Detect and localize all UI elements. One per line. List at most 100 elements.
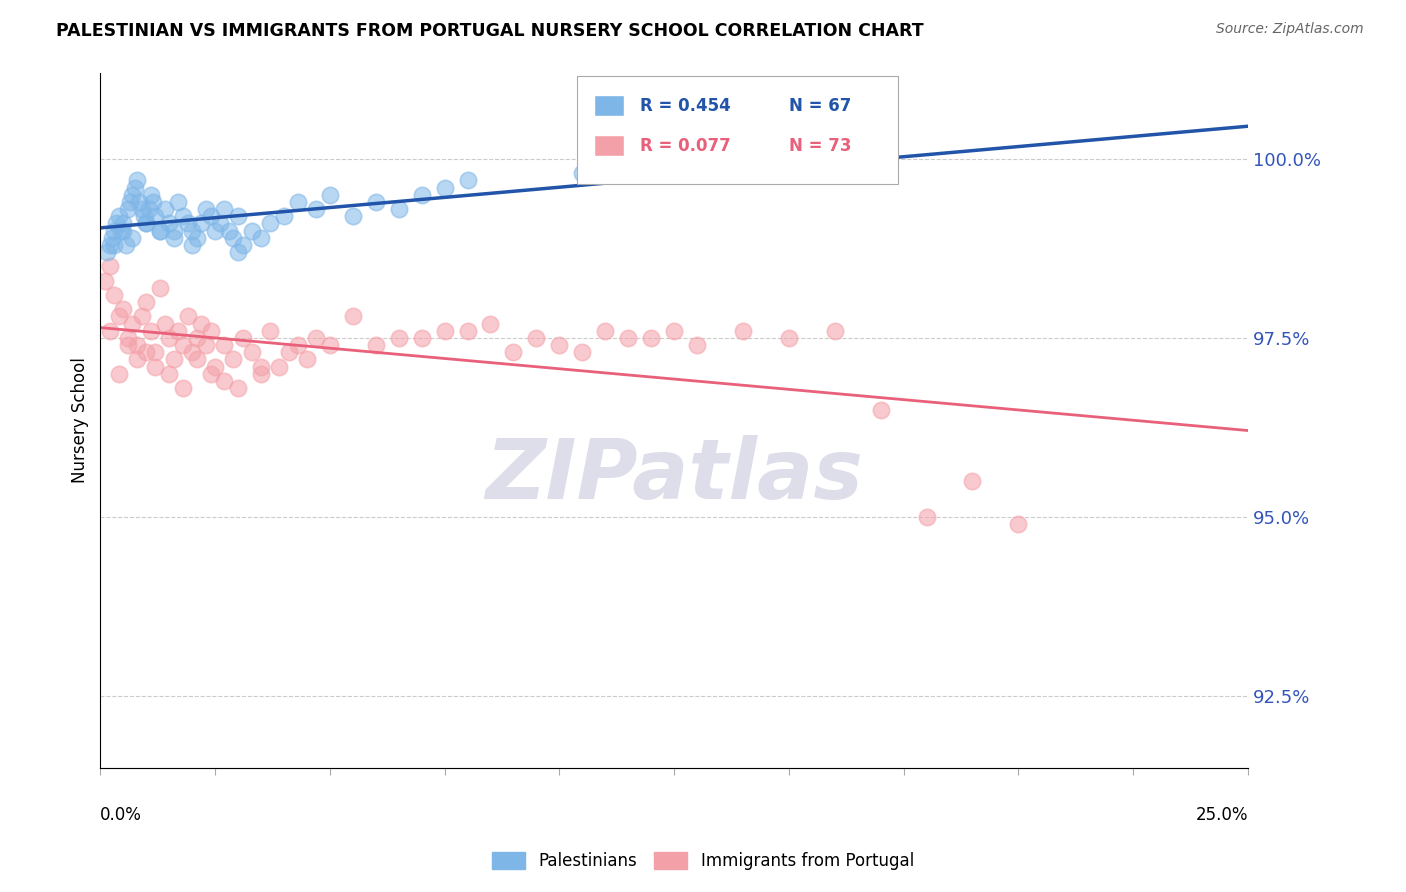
Point xyxy=(915,510,938,524)
Point xyxy=(457,173,479,187)
Point xyxy=(135,295,157,310)
Point xyxy=(107,209,129,223)
Point xyxy=(103,238,125,252)
Point xyxy=(167,324,190,338)
Point xyxy=(132,209,155,223)
Point xyxy=(149,223,172,237)
Point xyxy=(240,345,263,359)
Point xyxy=(98,324,121,338)
Point xyxy=(114,238,136,252)
Point xyxy=(112,216,135,230)
Point xyxy=(139,187,162,202)
Point xyxy=(149,223,172,237)
Point xyxy=(593,324,616,338)
Legend: Palestinians, Immigrants from Portugal: Palestinians, Immigrants from Portugal xyxy=(485,845,921,877)
Point xyxy=(1007,517,1029,532)
Point xyxy=(145,359,167,374)
Point xyxy=(153,202,176,216)
Point xyxy=(226,381,249,395)
Point xyxy=(208,216,231,230)
Point xyxy=(149,281,172,295)
Point xyxy=(295,352,318,367)
Point xyxy=(502,345,524,359)
Text: R = 0.077: R = 0.077 xyxy=(640,137,731,155)
Text: N = 73: N = 73 xyxy=(789,137,852,155)
Point xyxy=(125,173,148,187)
Point xyxy=(190,317,212,331)
Point xyxy=(686,338,709,352)
FancyBboxPatch shape xyxy=(593,135,624,155)
Point xyxy=(96,245,118,260)
Point xyxy=(163,223,186,237)
Point xyxy=(138,202,160,216)
Point xyxy=(98,260,121,274)
Point xyxy=(110,223,132,237)
Point xyxy=(342,209,364,223)
Point xyxy=(232,238,254,252)
Point xyxy=(98,238,121,252)
Point xyxy=(214,202,236,216)
Point xyxy=(319,187,342,202)
Point xyxy=(181,345,204,359)
Point xyxy=(204,223,226,237)
Point xyxy=(433,324,456,338)
Point xyxy=(94,274,117,288)
Point xyxy=(222,230,245,244)
Point xyxy=(103,223,125,237)
Point xyxy=(107,310,129,324)
Point xyxy=(226,245,249,260)
Point xyxy=(778,331,800,345)
Point xyxy=(135,216,157,230)
Point xyxy=(194,202,217,216)
Text: Source: ZipAtlas.com: Source: ZipAtlas.com xyxy=(1216,22,1364,37)
Point xyxy=(117,202,139,216)
Point xyxy=(222,352,245,367)
Text: R = 0.454: R = 0.454 xyxy=(640,97,731,115)
Point xyxy=(411,187,433,202)
Point xyxy=(190,216,212,230)
Point xyxy=(194,338,217,352)
Point xyxy=(319,338,342,352)
Point xyxy=(145,209,167,223)
Point xyxy=(128,194,150,209)
Point xyxy=(103,288,125,302)
Point xyxy=(259,324,281,338)
Point xyxy=(232,331,254,345)
Point xyxy=(433,180,456,194)
Point xyxy=(571,166,593,180)
Point xyxy=(186,230,208,244)
Point xyxy=(411,331,433,345)
Point xyxy=(200,324,222,338)
Point xyxy=(388,202,411,216)
Point xyxy=(131,202,153,216)
Point xyxy=(305,331,328,345)
Point xyxy=(869,166,891,180)
Point xyxy=(824,152,846,166)
Point xyxy=(571,345,593,359)
Point xyxy=(200,209,222,223)
Text: 0.0%: 0.0% xyxy=(100,805,142,824)
Point xyxy=(457,324,479,338)
Point xyxy=(617,159,640,173)
Point xyxy=(124,180,146,194)
Point xyxy=(176,310,198,324)
Point xyxy=(204,359,226,374)
Point xyxy=(277,345,299,359)
Point xyxy=(869,402,891,417)
Point xyxy=(157,216,180,230)
Point xyxy=(125,338,148,352)
Point xyxy=(305,202,328,216)
Point xyxy=(135,345,157,359)
Point xyxy=(250,359,273,374)
Point xyxy=(250,230,273,244)
Point xyxy=(131,310,153,324)
Point xyxy=(218,223,240,237)
Point xyxy=(662,324,685,338)
Point xyxy=(214,338,236,352)
Point xyxy=(240,223,263,237)
FancyBboxPatch shape xyxy=(576,77,898,184)
Point xyxy=(121,230,143,244)
Point xyxy=(287,338,309,352)
Point xyxy=(342,310,364,324)
Point xyxy=(200,367,222,381)
